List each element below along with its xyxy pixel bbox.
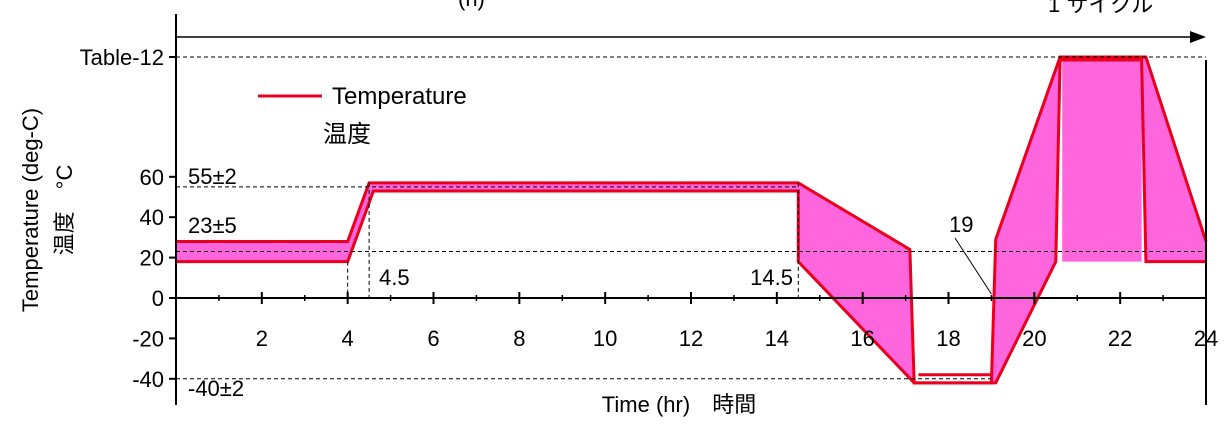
x-tick-label: 8 bbox=[513, 326, 525, 351]
x-tick-label: 18 bbox=[936, 326, 960, 351]
x-tick-label: 4 bbox=[342, 326, 354, 351]
label-19: 19 bbox=[949, 212, 973, 237]
cycle-arrow-head bbox=[1190, 31, 1206, 43]
label-19-leader bbox=[954, 237, 992, 295]
x-tick-label: 2 bbox=[256, 326, 268, 351]
x-tick-label: 6 bbox=[427, 326, 439, 351]
y-tick-label: -40 bbox=[132, 367, 164, 392]
label-55: 55±2 bbox=[188, 164, 237, 189]
y-tick-label: -20 bbox=[132, 326, 164, 351]
hot-plateau-inner bbox=[1062, 60, 1142, 262]
temperature-lower-line bbox=[176, 58, 1206, 385]
y-tick-label: 0 bbox=[152, 286, 164, 311]
x-tick-label: 10 bbox=[593, 326, 617, 351]
label-14-5: 14.5 bbox=[750, 265, 793, 290]
y-tick-label: 20 bbox=[140, 246, 164, 271]
x-tick-label: 12 bbox=[679, 326, 703, 351]
cycle-caption: 1 サイクル bbox=[1048, 0, 1153, 17]
y-axis-title-ja: 温度 °C bbox=[52, 165, 77, 256]
label-23: 23±5 bbox=[188, 213, 237, 238]
y-tick-label: 40 bbox=[140, 205, 164, 230]
label-4-5: 4.5 bbox=[379, 265, 410, 290]
y-tick-label-top: Table-12 bbox=[80, 45, 164, 70]
y-tick-label: 60 bbox=[140, 165, 164, 190]
x-axis-title: Time (hr) 時間 bbox=[602, 392, 756, 417]
x-tick-label: 14 bbox=[765, 326, 789, 351]
x-tick-label: 22 bbox=[1108, 326, 1132, 351]
y-axis-title: Temperature (deg-C) bbox=[18, 108, 43, 312]
top-partial-label: (h) bbox=[458, 0, 485, 11]
x-tick-label: 24 bbox=[1194, 326, 1218, 351]
legend-label: Temperature bbox=[332, 83, 467, 110]
label-m40: -40±2 bbox=[188, 376, 244, 401]
cold-plateau-gap bbox=[918, 374, 992, 381]
x-tick-label: 20 bbox=[1022, 326, 1046, 351]
legend-label-ja: 温度 bbox=[323, 121, 371, 148]
x-tick-label: 16 bbox=[850, 326, 874, 351]
